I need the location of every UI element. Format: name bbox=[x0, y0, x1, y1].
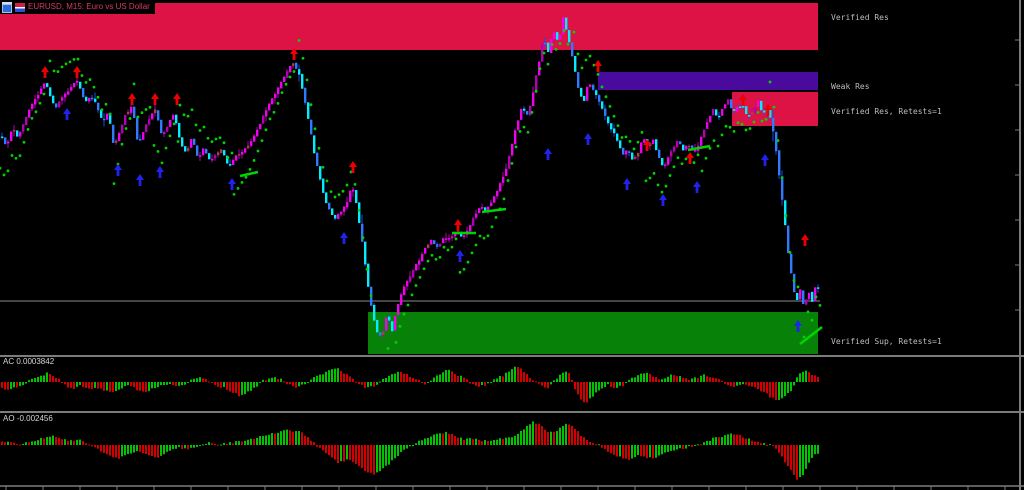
zone-verified-res-retest-label: Verified Res, Retests=1 bbox=[831, 107, 942, 116]
signal-arrow-blue-icon bbox=[340, 232, 348, 244]
signal-arrow-blue-icon bbox=[544, 148, 552, 160]
signal-arrow-blue-icon bbox=[156, 166, 165, 178]
signal-arrow-red-icon bbox=[290, 48, 298, 60]
ac-histogram bbox=[1, 366, 819, 403]
signal-arrow-red-icon bbox=[41, 66, 49, 78]
signal-arrow-red-icon bbox=[686, 152, 694, 164]
signal-arrow-red-icon bbox=[128, 93, 137, 105]
zone-verified-sup-retest-label: Verified Sup, Retests=1 bbox=[831, 337, 942, 346]
sar-dots bbox=[0, 29, 823, 350]
signal-arrow-blue-icon bbox=[623, 178, 631, 190]
chart-title-bar: EURUSD, M15: Euro vs US Dollar bbox=[0, 0, 155, 14]
signal-arrow-blue-icon bbox=[659, 194, 667, 206]
signal-arrow-blue-icon bbox=[63, 108, 71, 120]
time-axis bbox=[0, 39, 1024, 490]
chart-title: EURUSD, M15: Euro vs US Dollar bbox=[28, 2, 150, 11]
signal-arrow-blue-icon bbox=[693, 181, 701, 193]
signal-arrow-blue-icon bbox=[228, 178, 237, 190]
signal-arrow-blue-icon bbox=[794, 320, 802, 332]
signal-arrow-blue-icon bbox=[114, 164, 122, 176]
candles bbox=[1, 17, 820, 338]
signal-arrow-red-icon bbox=[73, 66, 81, 78]
signal-arrow-blue-icon bbox=[761, 154, 769, 166]
zone-weak-res[interactable] bbox=[598, 72, 818, 90]
signal-arrow-red-icon bbox=[801, 234, 809, 246]
signal-arrow-blue-icon bbox=[584, 133, 592, 145]
ao-histogram bbox=[1, 421, 819, 480]
symbol-flag-icon bbox=[15, 2, 25, 12]
ao-indicator-label: AO -0.002456 bbox=[3, 414, 53, 423]
zone-weak-res-label: Weak Res bbox=[831, 82, 870, 91]
signal-arrow-red-icon bbox=[764, 104, 772, 116]
signal-arrow-red-icon bbox=[643, 139, 651, 151]
pane-separator-ac[interactable] bbox=[0, 355, 1024, 357]
zone-verified-res-label: Verified Res bbox=[831, 13, 889, 22]
signal-arrow-red-icon bbox=[594, 60, 602, 72]
signal-arrow-blue-icon bbox=[456, 250, 464, 262]
signal-arrow-red-icon bbox=[151, 93, 160, 105]
signal-arrow-red-icon bbox=[739, 94, 747, 106]
pane-separator-ao[interactable] bbox=[0, 411, 1024, 413]
window-right-border[interactable] bbox=[1019, 0, 1021, 490]
signal-arrow-red-icon bbox=[454, 219, 462, 231]
signal-arrow-red-icon bbox=[173, 93, 182, 105]
signal-arrow-red-icon bbox=[349, 161, 357, 173]
chart-icon bbox=[2, 1, 12, 13]
signal-arrows bbox=[41, 48, 809, 332]
zone-verified-sup-retest[interactable] bbox=[368, 312, 818, 354]
ac-indicator-label: AC 0.0003842 bbox=[3, 357, 55, 366]
signal-arrow-blue-icon bbox=[136, 174, 145, 186]
